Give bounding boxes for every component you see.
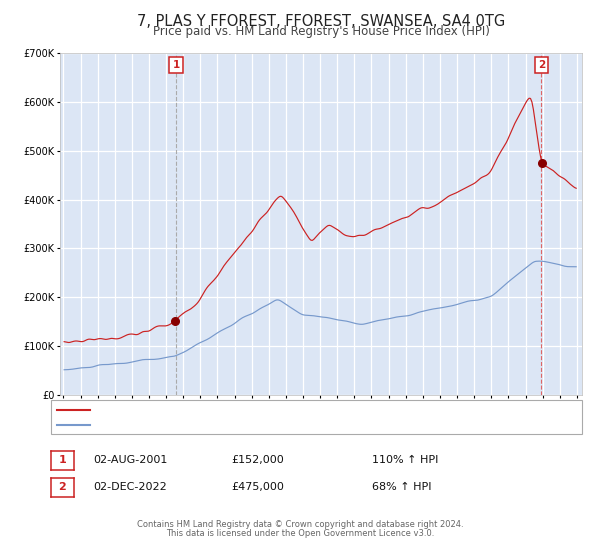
Text: 2: 2 [538, 60, 545, 70]
Text: 7, PLAS Y FFOREST, FFOREST, SWANSEA, SA4 0TG (detached house): 7, PLAS Y FFOREST, FFOREST, SWANSEA, SA4… [96, 405, 452, 415]
Text: 1: 1 [172, 60, 179, 70]
Text: HPI: Average price, detached house, Carmarthenshire: HPI: Average price, detached house, Carm… [96, 420, 377, 430]
Text: 7, PLAS Y FFOREST, FFOREST, SWANSEA, SA4 0TG: 7, PLAS Y FFOREST, FFOREST, SWANSEA, SA4… [137, 14, 505, 29]
Text: 1: 1 [59, 455, 66, 465]
Text: 02-AUG-2001: 02-AUG-2001 [93, 455, 167, 465]
Text: 02-DEC-2022: 02-DEC-2022 [93, 482, 167, 492]
Text: 2: 2 [59, 482, 66, 492]
Text: 68% ↑ HPI: 68% ↑ HPI [372, 482, 431, 492]
Text: £152,000: £152,000 [231, 455, 284, 465]
Text: Contains HM Land Registry data © Crown copyright and database right 2024.: Contains HM Land Registry data © Crown c… [137, 520, 463, 529]
Text: Price paid vs. HM Land Registry's House Price Index (HPI): Price paid vs. HM Land Registry's House … [152, 25, 490, 38]
Text: This data is licensed under the Open Government Licence v3.0.: This data is licensed under the Open Gov… [166, 529, 434, 538]
Text: £475,000: £475,000 [231, 482, 284, 492]
Text: 110% ↑ HPI: 110% ↑ HPI [372, 455, 439, 465]
